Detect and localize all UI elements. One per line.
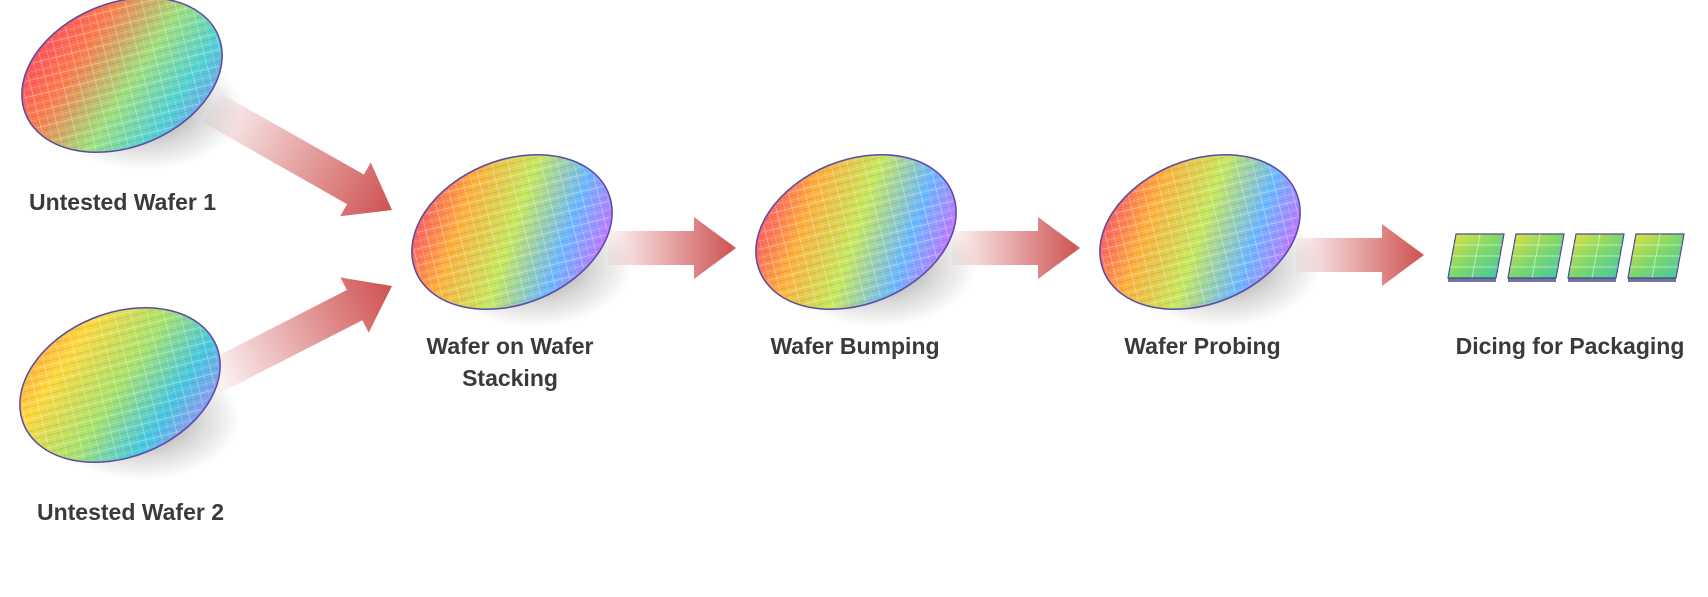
- diced-die: [1447, 233, 1505, 282]
- arrow-wafer-2-to-stacking: [204, 277, 392, 394]
- wafer-die-grid: [1101, 156, 1299, 308]
- label-dicing-for-packaging: Dicing for Packaging: [1455, 333, 1685, 359]
- wafer-bumping: [755, 153, 977, 328]
- label-wafer-probing: Wafer Probing: [1124, 333, 1281, 359]
- wafer-probing: [1099, 153, 1321, 328]
- label-untested-wafer-1: Untested Wafer 1: [28, 189, 217, 215]
- label-wafer-bumping: Wafer Bumping: [770, 333, 940, 359]
- label-untested-wafer-2: Untested Wafer 2: [36, 499, 225, 525]
- diced-die: [1507, 233, 1565, 282]
- wafer-die-grid: [23, 0, 221, 151]
- wafer-wafer-1: [21, 0, 243, 171]
- wafer-die-grid: [757, 156, 955, 308]
- wafer-wafer-2: [19, 306, 241, 481]
- wafer-die-grid: [21, 309, 219, 461]
- arrow-wafer-1-to-stacking: [203, 93, 392, 217]
- arrow-stacking-to-bumping: [608, 217, 736, 279]
- wafer-stacking: [411, 153, 633, 328]
- diced-die: [1627, 233, 1685, 282]
- arrow-bumping-to-probing: [952, 217, 1080, 279]
- diced-die: [1567, 233, 1625, 282]
- arrow-probing-to-dicing: [1296, 224, 1424, 286]
- label-wafer-on-wafer-stacking: Wafer on Wafer Stacking: [426, 333, 594, 391]
- wafer-die-grid: [413, 156, 611, 308]
